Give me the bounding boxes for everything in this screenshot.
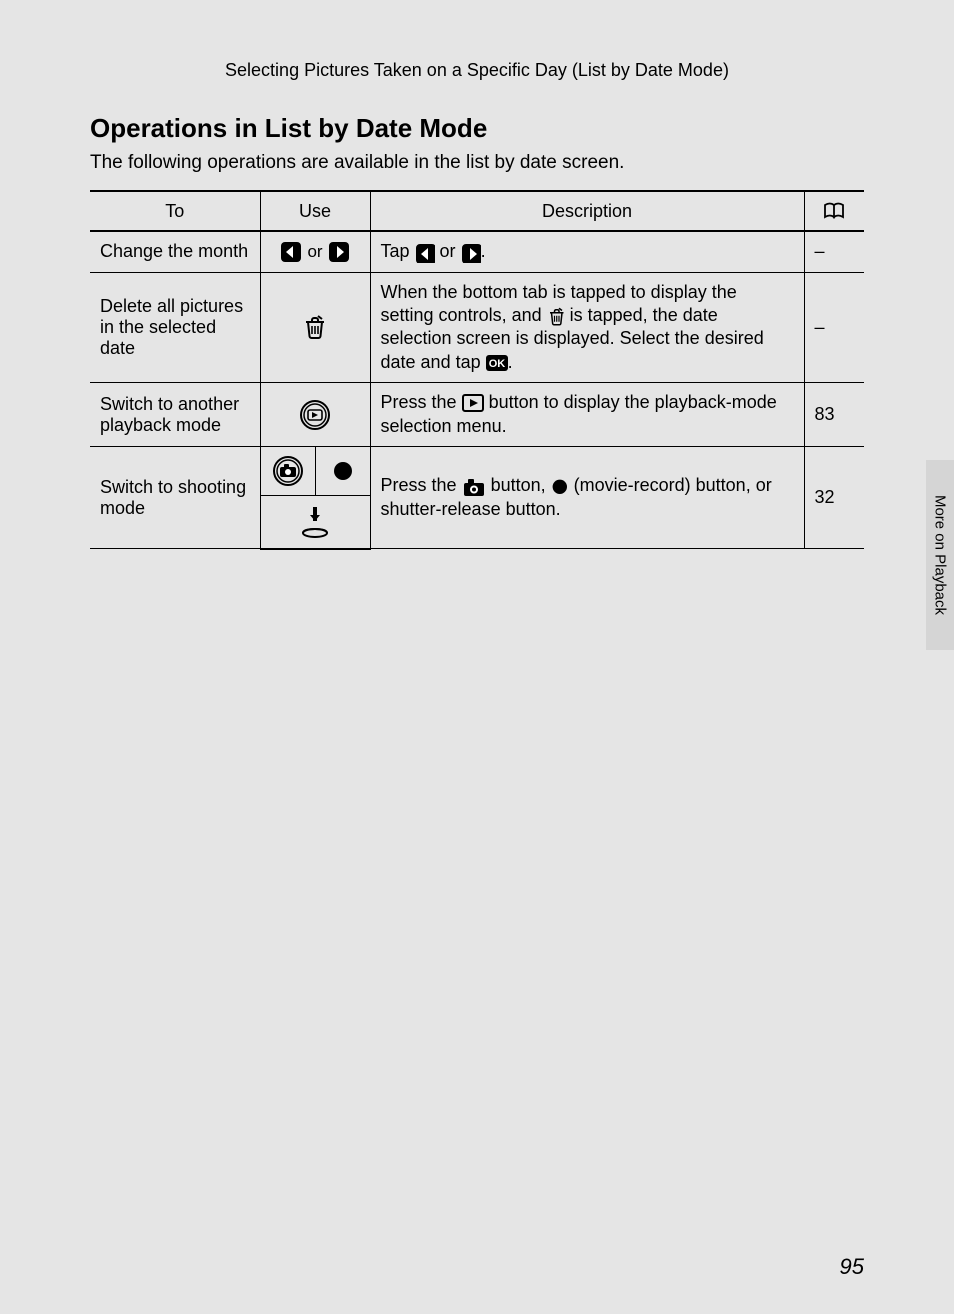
table-row: Delete all pictures in the selected date… — [90, 272, 864, 383]
manual-page: Selecting Pictures Taken on a Specific D… — [0, 0, 954, 1314]
ok-badge-icon — [486, 353, 508, 373]
page-number: 95 — [840, 1254, 864, 1280]
play-dial-icon — [299, 399, 331, 431]
cell-use-sub — [260, 446, 315, 495]
col-page-ref — [804, 191, 864, 231]
right-arrow-icon — [328, 241, 350, 263]
table-header-row: To Use Description — [90, 191, 864, 231]
cell-use-sub — [260, 495, 370, 549]
section-intro: The following operations are available i… — [90, 152, 864, 174]
cell-use: or — [260, 231, 370, 272]
side-tab-label: More on Playback — [932, 495, 949, 615]
right-arrow-icon — [461, 243, 481, 263]
open-book-icon — [822, 200, 846, 222]
record-dot-icon — [332, 460, 354, 482]
trash-icon — [547, 306, 565, 326]
cell-page: 83 — [804, 383, 864, 447]
table-row: Change the month or Tap or . – — [90, 231, 864, 272]
cell-use — [260, 383, 370, 447]
cell-to: Change the month — [90, 231, 260, 272]
record-dot-icon — [551, 478, 569, 496]
left-arrow-icon — [415, 243, 435, 263]
page-header-breadcrumb: Selecting Pictures Taken on a Specific D… — [90, 60, 864, 81]
cell-description: Press the button to display the playback… — [370, 383, 804, 447]
section-title: Operations in List by Date Mode — [90, 113, 864, 144]
or-text: or — [307, 242, 322, 261]
table-row: Switch to another playback mode Press th… — [90, 383, 864, 447]
col-use: Use — [260, 191, 370, 231]
shutter-press-icon — [301, 504, 329, 540]
cell-to: Switch to another playback mode — [90, 383, 260, 447]
operations-table: To Use Description Change the month or — [90, 190, 864, 550]
camera-dial-icon — [272, 455, 304, 487]
side-tab: More on Playback — [926, 460, 954, 650]
play-box-icon — [462, 392, 484, 414]
col-description: Description — [370, 191, 804, 231]
cell-page: – — [804, 272, 864, 383]
camera-icon — [462, 476, 486, 498]
cell-page: – — [804, 231, 864, 272]
cell-use-sub — [315, 446, 370, 495]
cell-use — [260, 272, 370, 383]
left-arrow-icon — [280, 241, 302, 263]
cell-to: Delete all pictures in the selected date — [90, 272, 260, 383]
table-row: Switch to shooting mode Press the button… — [90, 446, 864, 495]
trash-icon — [302, 313, 328, 341]
cell-page: 32 — [804, 446, 864, 549]
cell-description: Press the button, (movie-record) button,… — [370, 446, 804, 549]
cell-description: When the bottom tab is tapped to display… — [370, 272, 804, 383]
cell-to: Switch to shooting mode — [90, 446, 260, 549]
col-to: To — [90, 191, 260, 231]
cell-description: Tap or . — [370, 231, 804, 272]
